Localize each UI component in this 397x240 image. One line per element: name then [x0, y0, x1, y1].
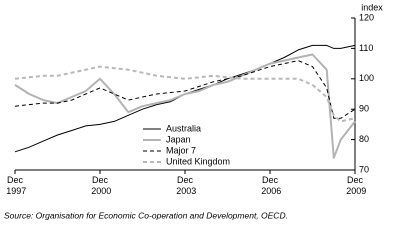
chart: index Source: Organisation for Economic …	[4, 2, 384, 220]
x-tick-label-line: 2009	[344, 186, 367, 196]
y-tick-label: 80	[359, 134, 369, 144]
x-tick-label-line: 2006	[259, 186, 282, 196]
x-tick-label-line: Dec	[347, 175, 364, 185]
x-tick-label-line: 2000	[89, 186, 112, 196]
x-tick-label: Dec 2009	[344, 175, 367, 196]
y-tick-label: 70	[359, 164, 369, 174]
y-tick-label: 110	[359, 43, 373, 53]
legend-label: United Kingdom	[166, 156, 230, 166]
legend-label: Japan	[166, 134, 191, 144]
x-tick-label-line: Dec	[92, 175, 109, 185]
x-tick-label: Dec 2006	[259, 175, 282, 196]
legend-label: Australia	[166, 123, 201, 133]
x-tick-label: Dec 1997	[4, 175, 27, 196]
series-line	[14, 53, 356, 159]
y-tick-label: 90	[359, 104, 369, 114]
x-tick-label: Dec 2003	[174, 175, 197, 196]
y-tick-label: 120	[359, 12, 374, 22]
x-tick-label-line: 1997	[4, 186, 27, 196]
legend-label: Major 7	[166, 145, 196, 155]
series-line	[14, 65, 356, 123]
source-note: Source: Organisation for Economic Co-ope…	[4, 210, 288, 220]
x-tick-label-line: 2003	[174, 186, 197, 196]
x-tick-label-line: Dec	[262, 175, 279, 185]
series-line	[14, 60, 356, 119]
y-axis-label: index	[361, 2, 383, 12]
x-tick-label-line: Dec	[177, 175, 194, 185]
x-tick-label-line: Dec	[7, 175, 24, 185]
y-tick-label: 100	[359, 73, 374, 83]
x-tick-label: Dec 2000	[89, 175, 112, 196]
